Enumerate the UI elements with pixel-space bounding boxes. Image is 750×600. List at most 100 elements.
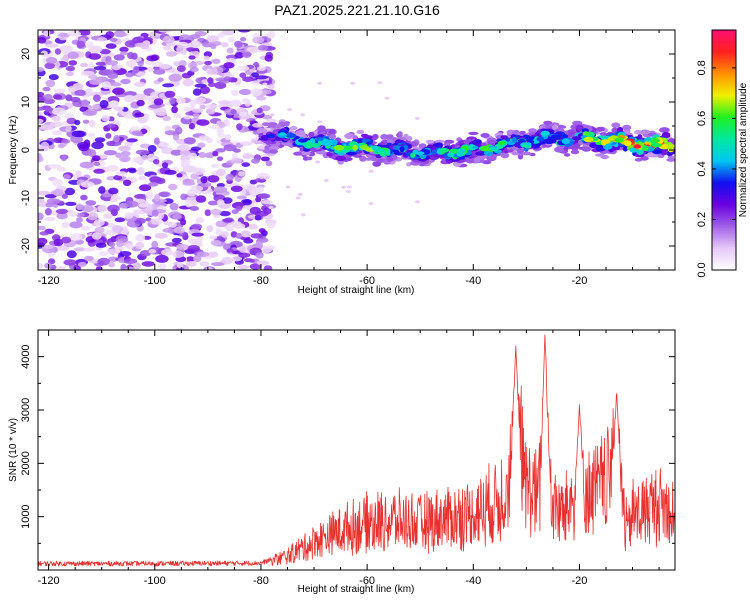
heatmap-cell <box>414 151 425 155</box>
heatmap-cell <box>70 233 83 241</box>
snr-ytick-label: 2000 <box>20 451 32 475</box>
heatmap-cell <box>352 144 358 151</box>
heatmap-cell <box>511 137 517 143</box>
heatmap-cell <box>153 68 166 75</box>
heatmap-cell <box>188 122 195 130</box>
heatmap-cell <box>189 66 199 73</box>
heatmap-cell <box>235 232 243 239</box>
heatmap-cell <box>51 115 62 122</box>
heatmap-cell <box>68 211 78 217</box>
heatmap-cell <box>575 124 584 131</box>
heatmap-cell <box>90 91 104 97</box>
heatmap-cell <box>55 208 68 214</box>
heatmap-cell <box>238 171 246 177</box>
heatmap-cell <box>74 119 81 126</box>
heatmap-cell <box>386 139 394 143</box>
colorbar-ticks: 0.0 0.2 0.4 0.6 0.8 <box>696 60 736 278</box>
heatmap-cell <box>80 70 95 77</box>
heatmap-cell <box>113 54 125 61</box>
heatmap-cell <box>207 77 214 84</box>
heatmap-cell <box>199 86 211 95</box>
heatmap-cell <box>216 32 226 38</box>
heatmap-cell <box>186 189 197 197</box>
heatmap-cell <box>109 241 116 248</box>
heatmap-cell <box>283 142 293 147</box>
heatmap-cell <box>48 74 59 81</box>
heatmap-cell <box>268 123 278 129</box>
heatmap-cell <box>44 194 57 199</box>
heatmap-cell <box>666 158 675 162</box>
heatmap-cell <box>47 164 62 169</box>
heatmap-cell <box>172 133 180 141</box>
heatmap-cell <box>107 204 120 213</box>
heatmap-cell <box>406 136 413 141</box>
heatmap-cell <box>226 47 234 54</box>
heatmap-cell <box>180 193 188 201</box>
heatmap-cell <box>81 205 94 213</box>
heatmap-cell <box>196 119 210 126</box>
heatmap-cell <box>399 146 405 153</box>
heatmap-cell <box>187 152 198 159</box>
heatmap-cell <box>140 154 149 160</box>
heatmap-cell <box>120 151 131 157</box>
heatmap-cell <box>335 155 346 162</box>
heatmap-cell <box>140 42 149 50</box>
heatmap-cell <box>344 133 354 139</box>
heatmap-cell <box>164 130 178 136</box>
heatmap-cell <box>497 140 506 146</box>
heatmap-cell <box>38 190 51 196</box>
spectrogram-xlabel: Height of straight line (km) <box>298 285 415 296</box>
heatmap-cell <box>38 111 43 117</box>
heatmap-cell <box>220 42 229 48</box>
heatmap-cell <box>59 45 73 52</box>
heatmap-cell <box>241 162 250 168</box>
heatmap-cell <box>54 48 62 55</box>
heatmap-cell <box>135 149 150 155</box>
heatmap-cell <box>161 147 174 155</box>
heatmap-cell <box>151 240 159 249</box>
heatmap-cell <box>363 135 373 139</box>
heatmap-cell <box>109 100 120 108</box>
spectrogram-xtick-label: -60 <box>359 275 375 287</box>
heatmap-cell <box>44 208 52 216</box>
heatmap-cell <box>123 91 137 97</box>
heatmap-cell <box>125 60 137 68</box>
heatmap-cell <box>206 107 216 115</box>
heatmap-cell <box>60 154 67 162</box>
heatmap-cell <box>173 61 180 67</box>
heatmap-cell <box>122 179 132 186</box>
heatmap-cell <box>66 250 77 259</box>
heatmap-cell <box>644 141 650 145</box>
heatmap-cell <box>124 40 138 48</box>
spectrogram-ytick-label: 10 <box>20 96 32 108</box>
heatmap-cell <box>158 141 170 148</box>
heatmap-cell <box>195 195 207 203</box>
heatmap-cell <box>164 169 177 175</box>
snr-ylabel: SNR (10 * v/v) <box>8 418 19 482</box>
snr-ytick-label: 3000 <box>20 398 32 422</box>
heatmap-cell <box>157 77 164 82</box>
heatmap-cell <box>241 98 250 104</box>
heatmap-cell <box>128 168 137 174</box>
heatmap-cell <box>189 40 202 49</box>
heatmap-cell <box>345 190 351 193</box>
heatmap-cell <box>234 52 244 59</box>
heatmap-cell <box>386 134 394 139</box>
heatmap-cell <box>48 258 56 265</box>
heatmap-cell <box>89 78 102 85</box>
heatmap-cell <box>197 142 206 148</box>
heatmap-cell <box>58 32 71 38</box>
heatmap-cell <box>283 121 290 127</box>
heatmap-cell <box>239 88 252 96</box>
heatmap-cell <box>595 126 605 132</box>
heatmap-cell <box>264 176 270 180</box>
heatmap-cell <box>558 125 567 129</box>
heatmap-cell <box>192 113 200 119</box>
heatmap-cell <box>179 150 191 156</box>
heatmap-cell <box>53 238 64 247</box>
heatmap-cell <box>180 218 187 226</box>
heatmap-cell <box>134 217 146 225</box>
heatmap-cell <box>410 152 416 158</box>
heatmap-cell <box>79 161 94 169</box>
heatmap-cell <box>264 54 273 62</box>
